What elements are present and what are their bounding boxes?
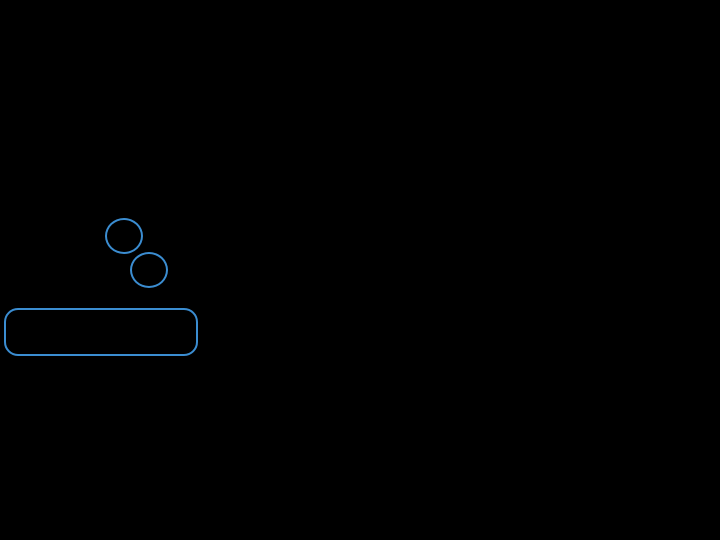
highlight-ellipse-r3-dest [105, 218, 143, 254]
sub-title: Data Hazards [8, 42, 146, 74]
bullet-item: next instructions may read values about … [30, 150, 545, 181]
bullet-list: register file reads occur in stage 2 (ID… [30, 84, 545, 183]
main-title: Data Hazards [240, 4, 425, 45]
example-intro: i. e. [8, 219, 50, 250]
bullet-item: register file writes occur in stage 5 (W… [30, 117, 545, 148]
highlight-roundrect-question [4, 308, 198, 356]
slide: Data Hazards Data Hazards register file … [0, 0, 720, 540]
example-line-1: i. e. add r3, r1, r2 [8, 218, 182, 252]
highlight-ellipse-r3-src [130, 252, 168, 288]
bullet-item: register file reads occur in stage 2 (ID… [30, 84, 545, 115]
